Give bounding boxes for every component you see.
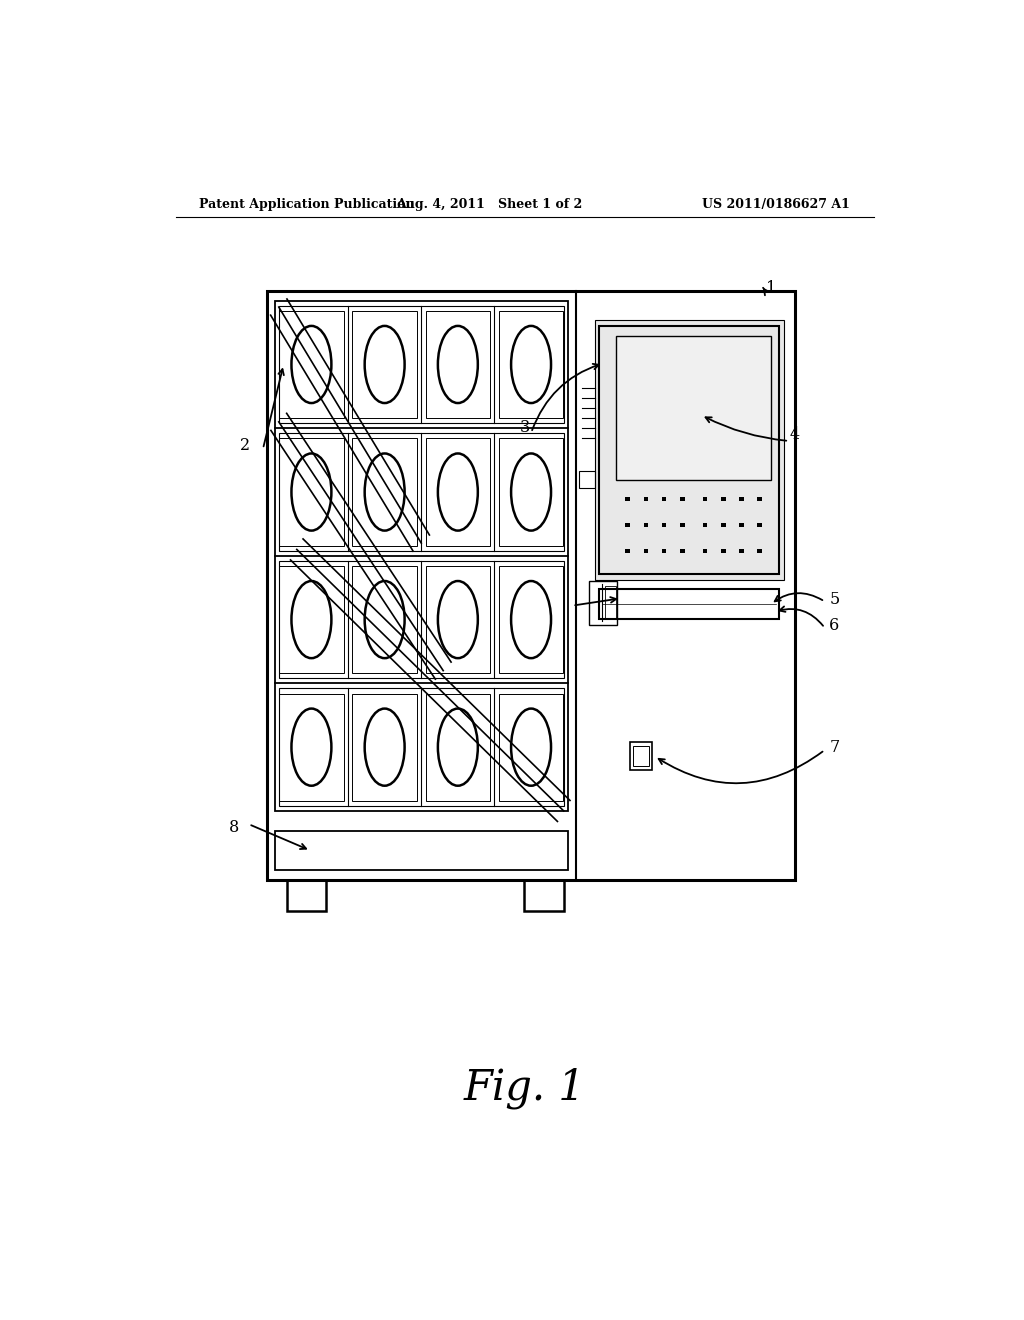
Bar [599, 589, 778, 619]
Bar [757, 523, 762, 527]
Bar [721, 549, 726, 553]
Bar [643, 523, 648, 527]
Bar [280, 438, 344, 545]
Bar [352, 566, 417, 673]
Bar [274, 832, 567, 870]
Bar [739, 496, 743, 500]
Bar [662, 523, 667, 527]
Bar [279, 689, 563, 805]
Text: Patent Application Publication: Patent Application Publication [200, 198, 415, 211]
Bar [702, 496, 708, 500]
Bar [739, 549, 743, 553]
Bar [643, 549, 648, 553]
Text: 6: 6 [829, 618, 840, 635]
Bar [499, 566, 563, 673]
Bar [680, 549, 684, 553]
Bar [630, 742, 652, 771]
Bar [426, 693, 490, 801]
Text: 5: 5 [829, 591, 840, 609]
Bar [524, 880, 563, 911]
Bar [757, 549, 762, 553]
Text: 4: 4 [790, 426, 800, 444]
Bar [757, 496, 762, 500]
Bar [721, 496, 726, 500]
Bar [643, 496, 648, 500]
Bar [739, 523, 743, 527]
Bar [626, 523, 630, 527]
Bar [633, 746, 649, 767]
Bar [680, 523, 684, 527]
Bar [626, 496, 630, 500]
Bar [274, 301, 567, 810]
Bar [280, 566, 344, 673]
Bar [352, 312, 417, 418]
Bar [352, 693, 417, 801]
Text: Fig. 1: Fig. 1 [464, 1068, 586, 1109]
Bar [352, 438, 417, 545]
Bar [662, 496, 667, 500]
Bar [604, 586, 615, 619]
Bar [680, 496, 684, 500]
Text: 1: 1 [766, 280, 776, 297]
Bar [499, 693, 563, 801]
Bar [280, 312, 344, 418]
Bar [702, 523, 708, 527]
Text: 7: 7 [829, 739, 840, 756]
Bar [279, 561, 563, 678]
Bar [589, 581, 616, 624]
Bar [426, 312, 490, 418]
Bar [662, 549, 667, 553]
Text: Aug. 4, 2011   Sheet 1 of 2: Aug. 4, 2011 Sheet 1 of 2 [396, 198, 583, 211]
Bar [626, 549, 630, 553]
Bar [426, 438, 490, 545]
Bar [499, 312, 563, 418]
Bar [579, 471, 595, 488]
Text: 2: 2 [241, 437, 251, 454]
Bar [279, 306, 563, 424]
Text: US 2011/0186627 A1: US 2011/0186627 A1 [702, 198, 850, 211]
Bar [267, 290, 795, 880]
Bar [616, 337, 771, 479]
Bar [426, 566, 490, 673]
Text: 3: 3 [519, 420, 530, 436]
Bar [721, 523, 726, 527]
Bar [279, 433, 563, 550]
Bar [599, 326, 778, 574]
Bar [280, 693, 344, 801]
Bar [499, 438, 563, 545]
Bar [702, 549, 708, 553]
Bar [287, 880, 327, 911]
Bar [595, 319, 783, 579]
Text: 8: 8 [228, 818, 239, 836]
